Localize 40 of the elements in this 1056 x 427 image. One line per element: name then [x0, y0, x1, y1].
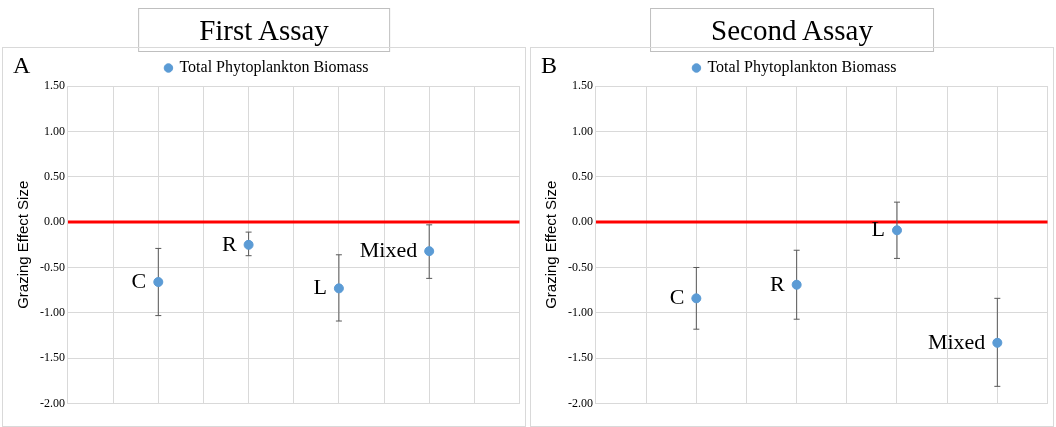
point: [992, 337, 1003, 348]
y-tick-label: 1.00: [44, 123, 65, 138]
y-tick-label: 0.50: [572, 168, 593, 183]
point: [153, 277, 164, 288]
legend-label: Total Phytoplankton Biomass: [707, 58, 897, 77]
annotation: R: [221, 230, 237, 256]
y-tick-label: -1.50: [40, 350, 65, 365]
y-tick-label: 0.00: [572, 214, 593, 229]
annotation: Mixed: [927, 328, 986, 354]
y-tick-label: -2.00: [40, 395, 65, 410]
annotation: R: [769, 270, 785, 296]
y-tick-label: 1.50: [44, 78, 65, 93]
y-tick-label: -0.50: [40, 259, 65, 274]
y-tick-label: -1.00: [40, 305, 65, 320]
y-tick-label: 1.00: [572, 123, 593, 138]
annotation: L: [871, 216, 885, 242]
annotation: C: [669, 284, 685, 310]
legend-label: Total Phytoplankton Biomass: [179, 58, 369, 77]
y-tick-label: 1.50: [572, 78, 593, 93]
point: [691, 293, 702, 304]
y-axis-title: Grazing Effect Size: [14, 180, 32, 309]
annotation: L: [313, 274, 327, 300]
text: B: [541, 52, 558, 79]
point: [791, 279, 802, 290]
y-tick-label: -1.50: [568, 350, 593, 365]
chart-title: Second Assay: [650, 8, 934, 52]
point: [892, 225, 902, 236]
y-tick-label: 0.50: [44, 168, 65, 183]
chart-title: First Assay: [138, 8, 390, 52]
annotation: C: [131, 267, 147, 293]
annotation: Mixed: [359, 236, 418, 262]
y-tick-label: 0.00: [44, 214, 65, 229]
y-tick-label: -0.50: [568, 259, 593, 274]
y-tick-label: -2.00: [568, 395, 593, 410]
y-axis-title: Grazing Effect Size: [542, 180, 560, 309]
point: [424, 246, 435, 257]
point: [333, 283, 344, 294]
text: A: [13, 52, 31, 79]
y-tick-label: -1.00: [568, 305, 593, 320]
point: [243, 239, 254, 250]
